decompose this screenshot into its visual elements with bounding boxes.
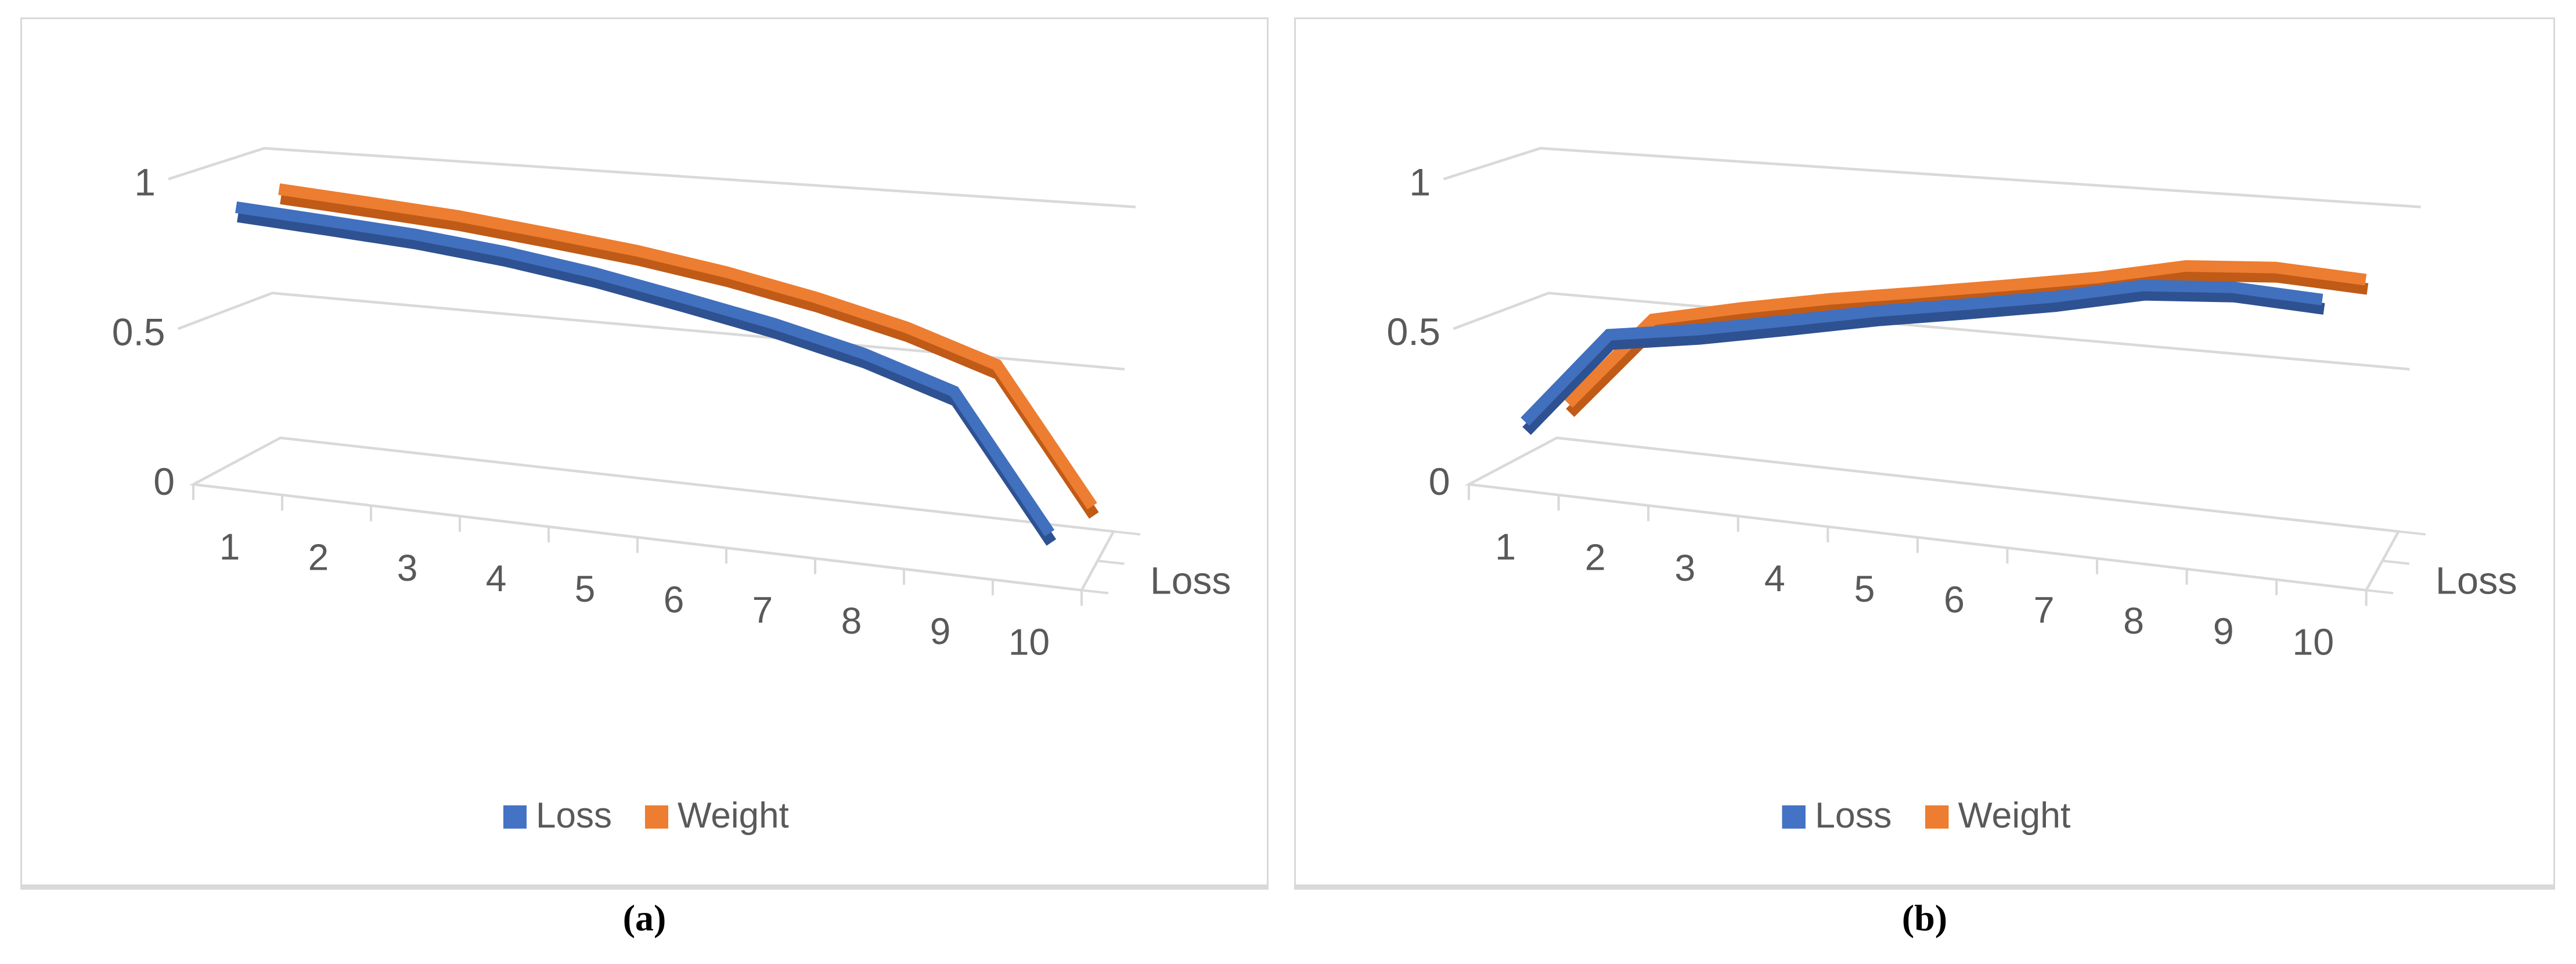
depth-axis-tick	[1081, 589, 1109, 595]
series-loss-top	[235, 201, 1055, 537]
depth-axis-tick	[2366, 589, 2394, 595]
x-axis-label-2: 2	[1585, 537, 1606, 578]
x-axis-label-7: 7	[2034, 589, 2055, 631]
series-weight-shade	[1566, 269, 2369, 417]
depth-axis-label: Loss	[1150, 559, 1231, 602]
chart-panel-b: 0 0.5 1 1 2 3 4 5 6 7 8 9 10 Loss Loss Weight	[1294, 17, 2555, 890]
x-axis-label-10: 10	[2292, 621, 2334, 663]
y-axis-label-0-5: 0.5	[1386, 311, 1440, 354]
chart-panel-a: 0 0.5 1 1 2 3 4 5 6 7 8 9 10 Loss Loss Weight	[20, 17, 1269, 890]
series-loss-top	[1521, 279, 2323, 426]
legend: Loss Weight	[503, 796, 789, 836]
x-axis-label-1: 1	[219, 526, 240, 567]
x-axis-label-5: 5	[1854, 569, 1875, 610]
x-axis-label-9: 9	[930, 610, 951, 652]
x-axis-label-4: 4	[1764, 557, 1785, 599]
x-axis-label-3: 3	[397, 547, 418, 589]
depth-axis-tick	[1097, 559, 1125, 565]
legend-swatch-weight	[1925, 805, 1949, 829]
series-loss-shade	[1522, 289, 2325, 435]
series-loss-shade	[237, 210, 1057, 546]
depth-axis-tick	[2398, 530, 2426, 536]
series-weight-line	[278, 183, 1099, 519]
series-loss-line	[235, 201, 1057, 546]
x-axis-label-4: 4	[486, 557, 507, 599]
x-axis-label-9: 9	[2213, 610, 2234, 652]
legend-label-loss: Loss	[536, 796, 612, 836]
x-axis-label-10: 10	[1008, 621, 1050, 663]
value-gridline-0-5	[1453, 292, 2410, 371]
caption-a: (a)	[622, 897, 666, 938]
y-axis-label-0: 0	[1429, 461, 1450, 503]
legend-label-loss: Loss	[1815, 796, 1892, 836]
x-axis-label-6: 6	[664, 578, 684, 620]
legend-swatch-weight	[645, 805, 668, 829]
legend-swatch-loss	[1782, 805, 1806, 829]
series-weight-top	[278, 183, 1097, 510]
series-weight-shade	[280, 192, 1099, 519]
y-axis-label-1: 1	[134, 160, 156, 203]
caption-b: (b)	[1901, 897, 1948, 938]
depth-axis-tick	[2382, 559, 2410, 565]
depth-axis-label: Loss	[2436, 560, 2517, 603]
legend-swatch-loss	[503, 805, 527, 829]
x-axis-label-5: 5	[575, 568, 596, 610]
series-weight-top	[1564, 260, 2367, 408]
figure: 0 0.5 1 1 2 3 4 5 6 7 8 9 10 Loss Loss Weight 0 0.5 1 1 2 3 4…	[20, 17, 2555, 890]
value-gridline-1	[168, 147, 1136, 208]
floor-plane	[189, 436, 1116, 592]
series-weight-line	[1564, 260, 2369, 417]
legend-label-weight: Weight	[1958, 796, 2071, 836]
chart-canvas-a: 0 0.5 1 1 2 3 4 5 6 7 8 9 10 Loss Loss Weight	[112, 147, 1231, 836]
x-axis-label-3: 3	[1674, 547, 1695, 589]
x-axis-label-2: 2	[308, 537, 329, 578]
value-gridline-1	[1443, 147, 2421, 208]
x-axis-label-7: 7	[752, 589, 773, 631]
x-axis-label-8: 8	[841, 600, 862, 642]
y-axis-label-0-5: 0.5	[112, 310, 165, 353]
y-axis-label-0: 0	[153, 460, 175, 503]
depth-axis-tick	[1113, 530, 1141, 536]
x-axis-label-1: 1	[1495, 526, 1516, 568]
x-axis-label-8: 8	[2123, 600, 2144, 642]
caption-row: (a) (b)	[0, 890, 2576, 940]
chart-canvas-b: 0 0.5 1 1 2 3 4 5 6 7 8 9 10 Loss Loss Weight	[1386, 147, 2517, 836]
series-loss-line	[1521, 279, 2325, 435]
y-axis-label-1: 1	[1409, 161, 1431, 204]
legend: Loss Weight	[1782, 796, 2071, 836]
floor-plane	[1464, 436, 2401, 592]
x-axis-label-6: 6	[1944, 579, 1965, 621]
legend-label-weight: Weight	[678, 796, 789, 836]
